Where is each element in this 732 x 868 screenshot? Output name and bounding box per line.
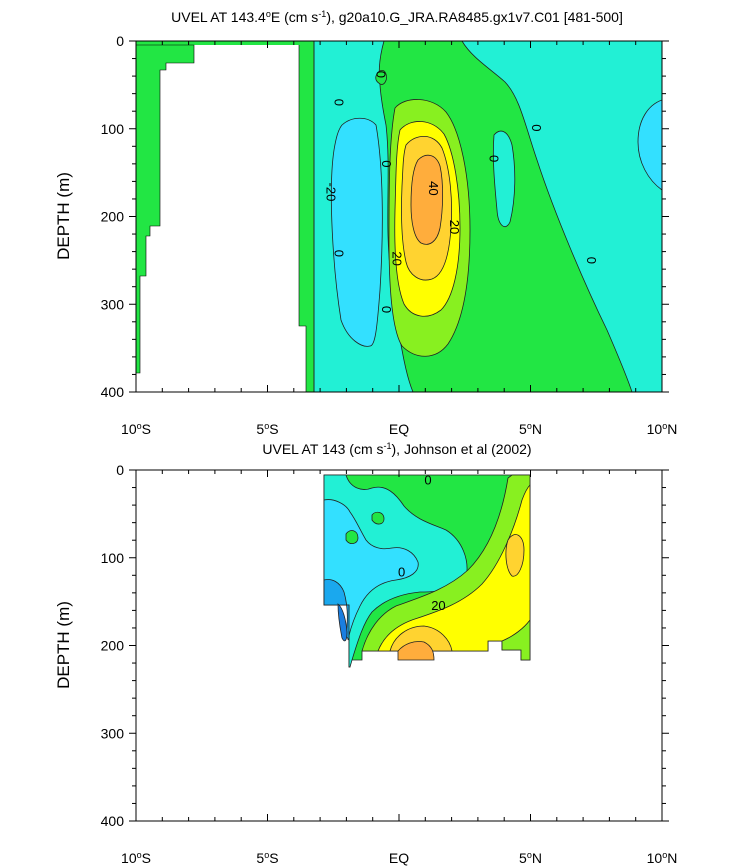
- fill-neg10-0-east: [461, 41, 662, 392]
- land-mask-top: [136, 41, 306, 392]
- contour-label: -20: [324, 183, 339, 202]
- contour-label: 20: [389, 251, 404, 265]
- y-axis-title-top: DEPTH (m): [54, 172, 73, 260]
- x-tick-label: EQ: [389, 421, 409, 437]
- y-tick-label: 0: [116, 33, 124, 49]
- contour-labels-top: 0 0 -20 0 0 0 40 20 20 0 0 0: [324, 71, 599, 313]
- contour-label: 0: [398, 565, 405, 580]
- x-tick-label: 10oS: [121, 850, 151, 866]
- contour-label: 0: [379, 160, 394, 167]
- x-tick-labels-bottom: 10oS 5oS EQ 5oN 10oN: [121, 850, 677, 866]
- x-tick-labels-top: 10oS 5oS EQ 5oN 10oN: [121, 421, 677, 437]
- axis-ticks-top: [129, 40, 669, 393]
- y-tick-label: 200: [101, 638, 125, 654]
- y-tick-label: 300: [101, 296, 125, 312]
- contour-label: 20: [431, 598, 445, 613]
- obs-fill-30-40-core: [505, 534, 525, 577]
- obs-fill-20-30: [377, 484, 531, 652]
- contour-label: 0: [379, 306, 394, 313]
- x-tick-label: EQ: [389, 850, 409, 866]
- y-tick-label: 100: [101, 121, 125, 137]
- x-tick-label: 10oN: [647, 421, 678, 437]
- obs-fill-gt40: [397, 641, 435, 661]
- fill-gt40: [410, 154, 444, 245]
- contour-label: 0: [424, 473, 431, 488]
- y-tick-labels-bottom: 0 100 200 300 400: [101, 462, 125, 829]
- x-tick-label: 10oS: [121, 421, 151, 437]
- contour-field-top: 0 0 -20 0 0 0 40 20 20 0 0 0: [136, 41, 662, 392]
- panel-bottom: UVEL AT 143 (cm s-1), Johnson et al (200…: [54, 441, 677, 866]
- contour-loop-small: [375, 70, 387, 85]
- contour-label: 0: [332, 99, 347, 106]
- fill-neg20-10: [330, 117, 383, 347]
- y-tick-label: 400: [101, 813, 125, 829]
- contour-label: 0: [332, 250, 347, 257]
- fill-neg20-10-east: [637, 99, 662, 191]
- y-tick-label: 300: [101, 725, 125, 741]
- panel-top-title: UVEL AT 143.4oE (cm s-1), g20a10.G_JRA.R…: [171, 9, 623, 25]
- obs-blob-1: [345, 530, 359, 544]
- y-tick-labels-top: 0 100 200 300 400: [101, 33, 125, 400]
- y-tick-label: 0: [116, 462, 124, 478]
- contour-field-bottom: 0 0 20: [323, 473, 531, 668]
- x-tick-label: 5oN: [519, 421, 542, 437]
- y-tick-label: 100: [101, 550, 125, 566]
- land-boundary-top: [136, 44, 307, 392]
- x-tick-label: 10oN: [647, 850, 678, 866]
- x-tick-label: 5oS: [256, 421, 278, 437]
- y-tick-label: 200: [101, 209, 125, 225]
- contour-label: 0: [374, 71, 389, 78]
- axis-ticks-bottom: [129, 469, 669, 822]
- obs-fill-lt-neg30: [337, 603, 348, 642]
- fill-neg10-0-pocket: [492, 130, 516, 227]
- y-axis-title-bottom: DEPTH (m): [54, 601, 73, 689]
- contour-label: 0: [584, 257, 599, 264]
- panel-top: UVEL AT 143.4oE (cm s-1), g20a10.G_JRA.R…: [54, 9, 677, 437]
- panel-bottom-title: UVEL AT 143 (cm s-1), Johnson et al (200…: [262, 441, 531, 457]
- contour-label: 20: [447, 220, 462, 234]
- x-tick-label: 5oN: [519, 850, 542, 866]
- contour-label: 0: [529, 124, 544, 131]
- x-tick-label: 5oS: [256, 850, 278, 866]
- contour-label: 40: [426, 181, 441, 195]
- contour-labels-bottom: 0 0 20: [398, 473, 446, 613]
- contour-label: 0: [487, 155, 502, 162]
- y-tick-label: 400: [101, 384, 125, 400]
- obs-blob-2: [371, 511, 385, 525]
